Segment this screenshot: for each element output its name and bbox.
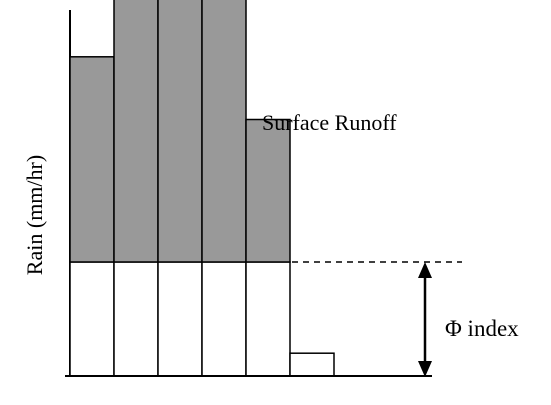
phi-index-double-arrow (418, 262, 432, 377)
runoff-bar-4 (201, 0, 247, 263)
infiltration-bar-3 (157, 261, 203, 377)
phi-index-arrow-head-down (418, 361, 432, 377)
runoff-bar-2 (113, 0, 159, 263)
y-axis-label: Rain (mm/hr) (22, 155, 47, 275)
infiltration-bar-4 (201, 261, 247, 377)
phi-index-arrow-head-up (418, 262, 432, 278)
phi-index-label: Φ index (445, 316, 519, 341)
infiltration-bar-6 (289, 352, 335, 377)
infiltration-bar-5 (245, 261, 291, 377)
infiltration-bar-2 (113, 261, 159, 377)
infiltration-bar-1 (69, 261, 115, 377)
runoff-bar-3 (157, 0, 203, 263)
runoff-bar-5 (245, 118, 291, 263)
hyetograph-bars (69, 0, 335, 377)
surface-runoff-label: Surface Runoff (262, 110, 397, 135)
runoff-bar-1 (69, 56, 115, 263)
